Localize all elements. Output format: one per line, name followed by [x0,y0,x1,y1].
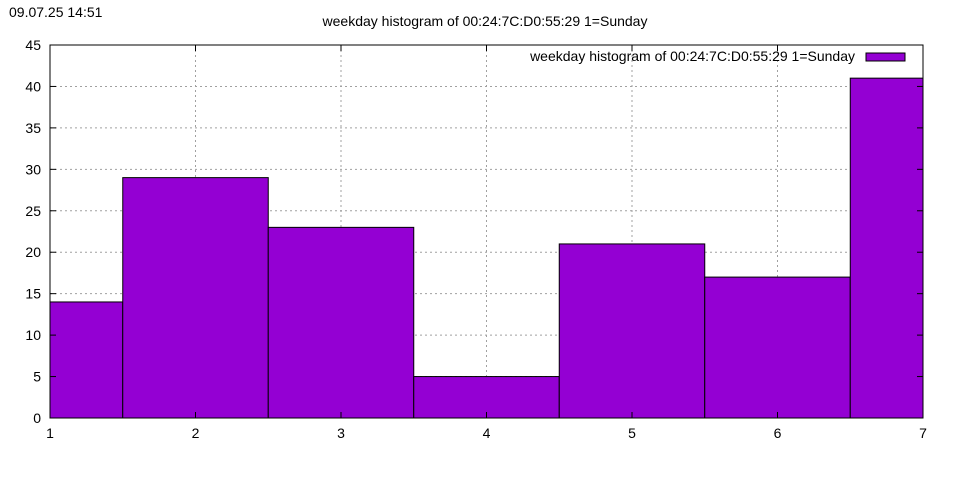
bar-3 [267,226,415,419]
x-tick-label: 6 [774,425,782,441]
y-tick-label: 20 [25,244,41,260]
y-tick-label: 5 [33,369,41,385]
legend: weekday histogram of 00:24:7C:D0:55:29 1… [529,48,906,64]
y-axis-ticks: 0 5 10 15 20 25 30 35 40 45 [25,37,923,426]
y-tick-label: 15 [25,286,41,302]
x-tick-label: 1 [46,425,54,441]
y-tick-label: 35 [25,120,41,136]
y-tick-label: 45 [25,37,41,53]
x-tick-label: 7 [919,425,927,441]
y-tick-label: 0 [33,410,41,426]
bar-2 [122,177,269,419]
bar-6 [704,276,851,419]
y-tick-label: 10 [25,327,41,343]
bar-5 [558,243,706,419]
y-tick-label: 30 [25,161,41,177]
bar-7 [849,77,924,419]
y-tick-label: 40 [25,78,41,94]
legend-swatch [865,52,906,62]
timestamp: 09.07.25 14:51 [9,4,103,20]
x-tick-label: 4 [483,425,491,441]
bars [49,77,924,419]
x-tick-label: 3 [337,425,345,441]
x-tick-label: 2 [192,425,200,441]
x-tick-label: 5 [628,425,636,441]
bar-4 [413,376,560,419]
legend-label: weekday histogram of 00:24:7C:D0:55:29 1… [529,48,855,64]
x-axis-ticks: 1 2 3 4 5 6 7 [46,45,927,441]
y-tick-label: 25 [25,203,41,219]
chart-title: weekday histogram of 00:24:7C:D0:55:29 1… [322,13,648,29]
bar-1 [49,301,124,419]
